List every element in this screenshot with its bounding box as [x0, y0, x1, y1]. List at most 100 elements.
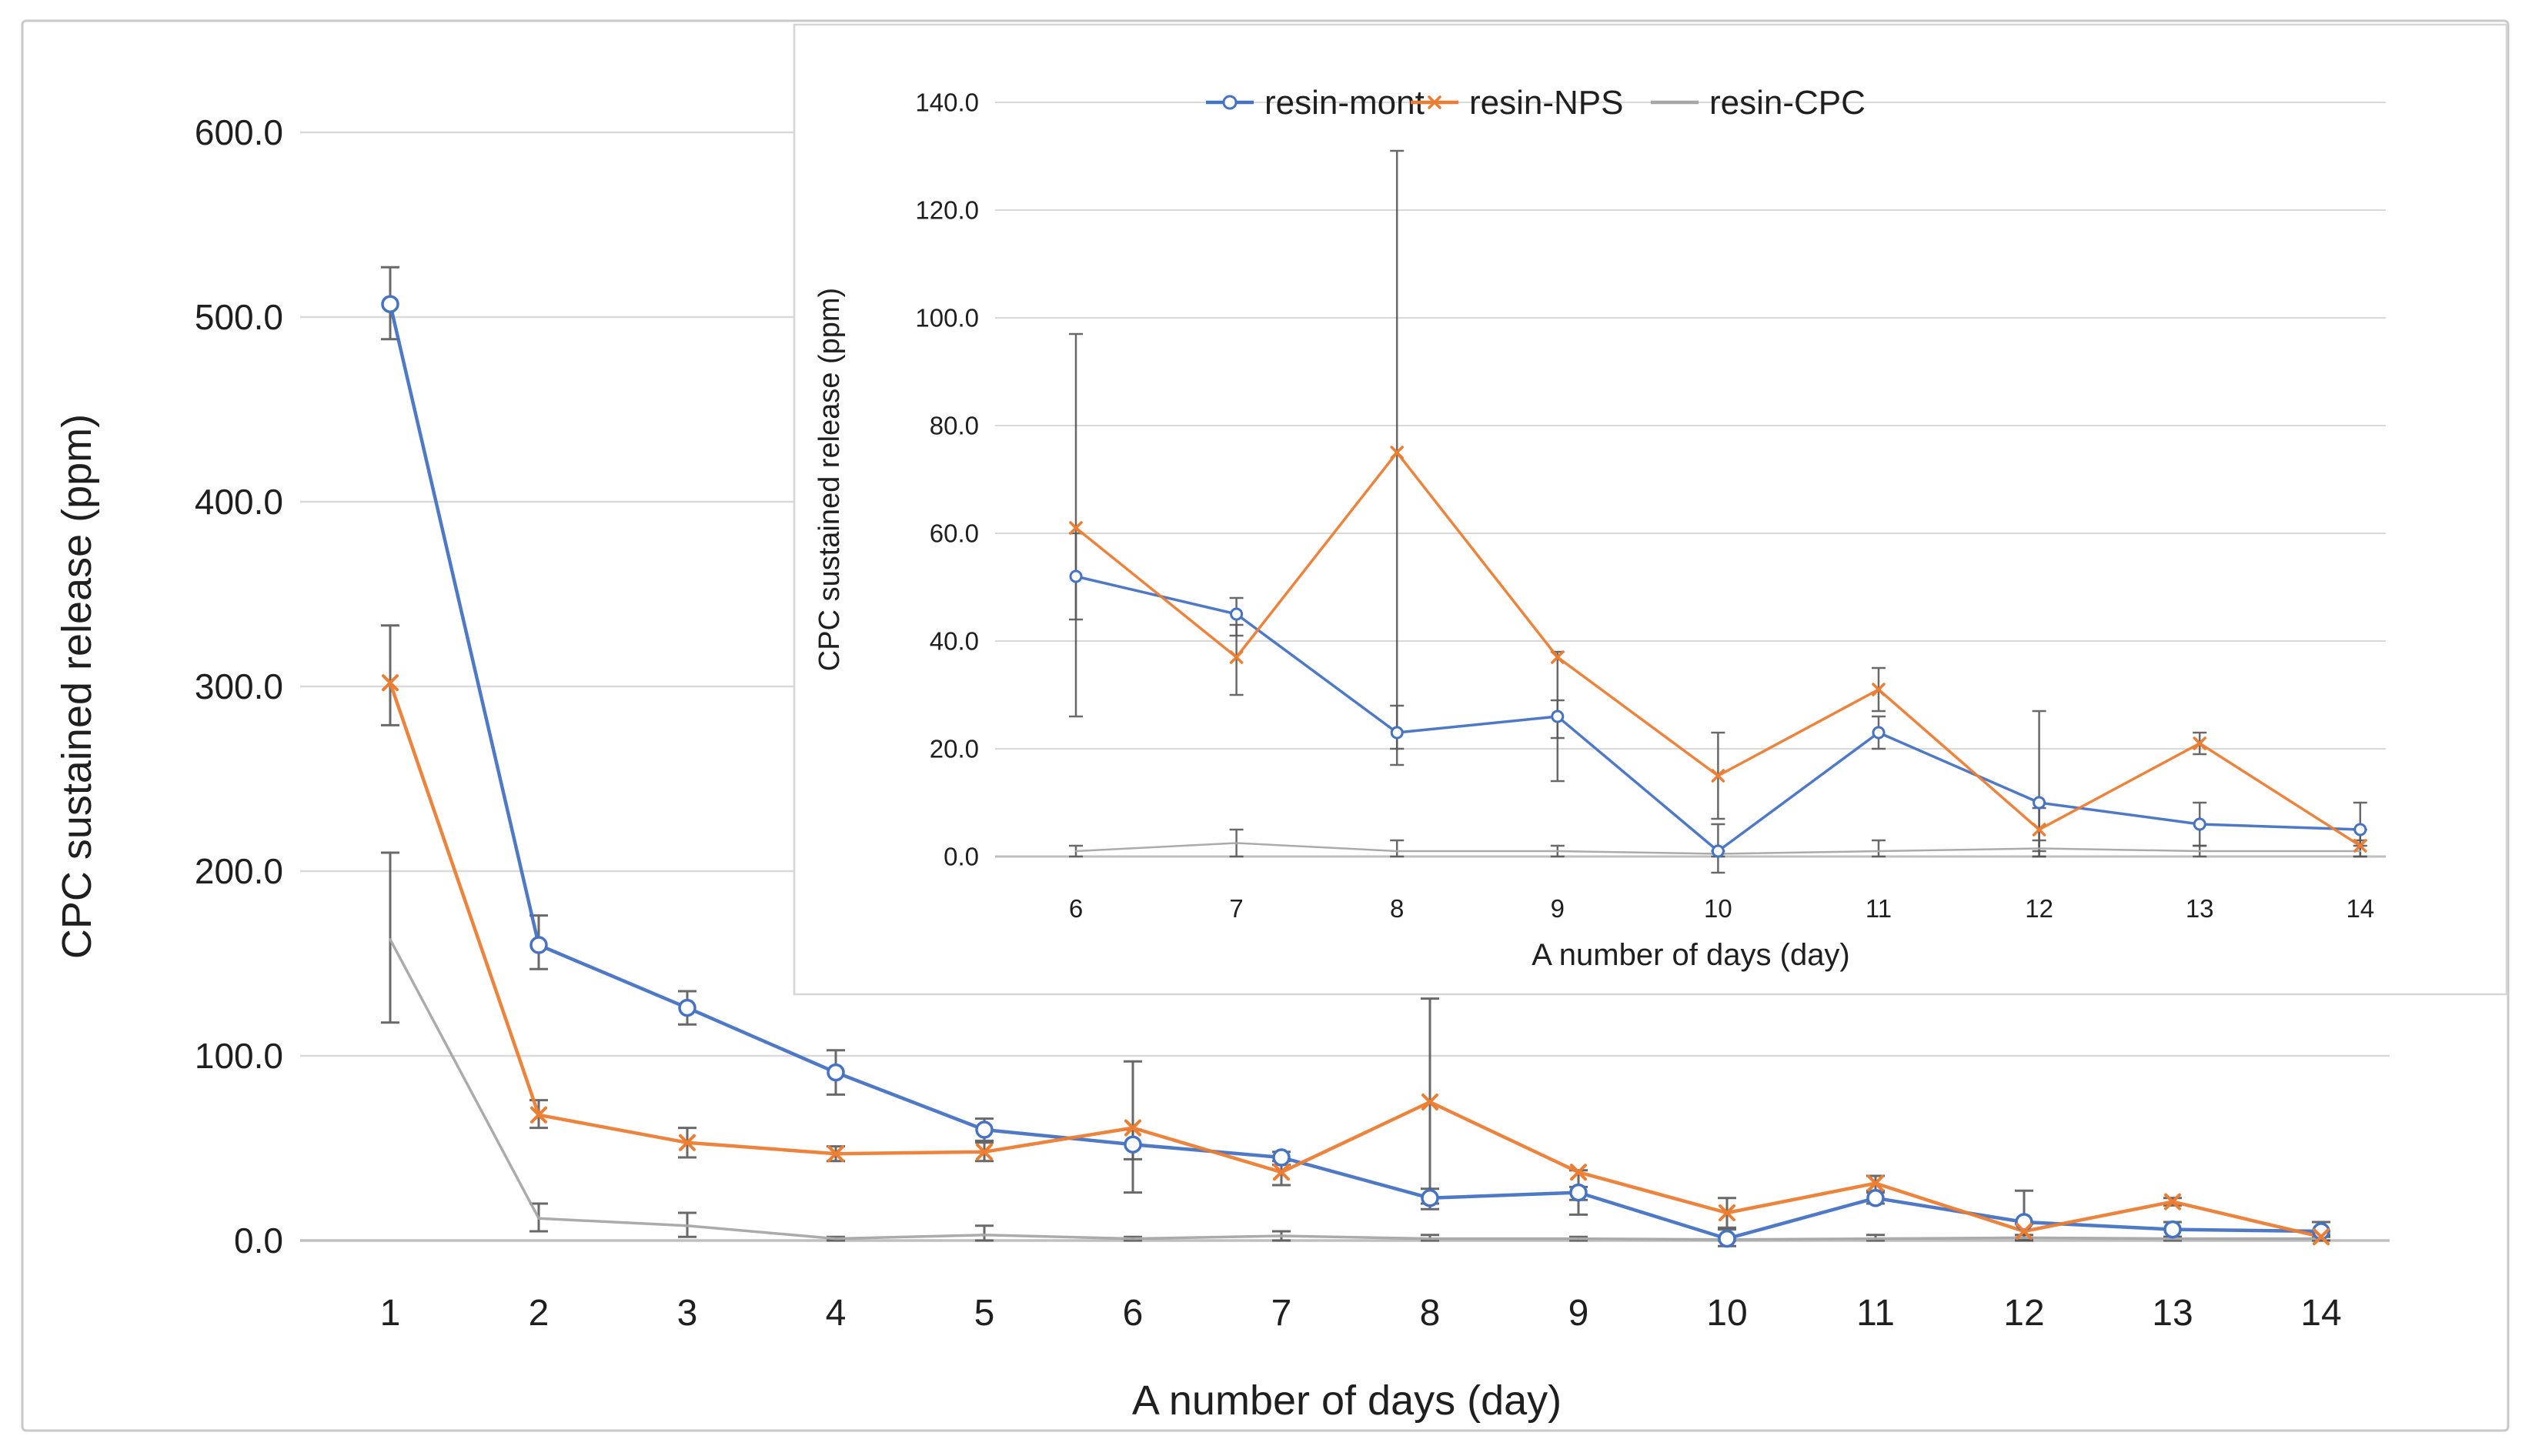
- x-marker-resin-NPS: [679, 1134, 696, 1151]
- circle-marker-resin-mont: [1272, 1148, 1291, 1167]
- circle-marker-resin-mont: [1069, 569, 1083, 583]
- inset-x-tick-label: 8: [1390, 894, 1404, 923]
- main-x-tick-label: 5: [974, 1293, 995, 1334]
- inset-chart: 0.0 20.0 40.0 60.0 80.0 100.0 120.0 140.0 6 7 8 9 10…: [793, 23, 2508, 996]
- main-y-tick-label: 500.0: [195, 297, 283, 337]
- circle-marker-resin-mont: [1124, 1135, 1142, 1154]
- x-marker-resin-NPS: [2353, 839, 2367, 853]
- series-line-resin-mont: [388, 302, 2323, 1241]
- main-error-bar: [381, 851, 399, 1024]
- inset-y-tick-label: 100.0: [915, 304, 979, 332]
- series-line-resin-CPC: [389, 938, 2323, 1241]
- main-y-tick-label: 600.0: [195, 112, 283, 152]
- inset-error-bar: [1390, 149, 1405, 750]
- inset-y-tick-label: 120.0: [915, 196, 979, 225]
- circle-marker-resin-mont: [1711, 844, 1725, 858]
- circle-marker-resin-mont: [2193, 817, 2206, 831]
- circle-marker-resin-mont: [529, 936, 548, 954]
- main-x-tick-label: 3: [677, 1293, 698, 1334]
- inset-error-bar: [1229, 623, 1244, 696]
- inset-x-tick-label: 14: [2346, 894, 2374, 923]
- inset-y-tick-label: 60.0: [930, 519, 979, 548]
- main-y-tick-label: 300.0: [195, 666, 283, 706]
- inset-error-bar: [1390, 839, 1405, 858]
- x-marker-resin-NPS: [2016, 1223, 2033, 1240]
- inset-error-bar: [1069, 332, 1083, 718]
- main-x-axis-title: A number of days (day): [1132, 1378, 1562, 1424]
- inset-x-tick-label: 10: [1704, 894, 1732, 923]
- main-y-axis-title: CPC sustained release (ppm): [54, 414, 100, 959]
- legend-item-resin-mont: resin-mont: [1206, 84, 1425, 122]
- x-marker-resin-NPS: [1551, 650, 1565, 664]
- circle-marker-resin-mont: [1866, 1189, 1885, 1207]
- circle-marker-resin-mont: [827, 1063, 845, 1082]
- x-marker-resin-NPS: [1069, 521, 1083, 535]
- inset-x-tick-label: 13: [2186, 894, 2214, 923]
- inset-box: [793, 23, 2508, 996]
- main-x-tick-label: 14: [2300, 1293, 2341, 1334]
- legend-label: resin-NPS: [1469, 84, 1624, 122]
- circle-marker-resin-mont: [2353, 823, 2367, 837]
- inset-y-tick-label: 40.0: [930, 627, 979, 656]
- x-marker-resin-NPS: [1124, 1119, 1141, 1137]
- circle-marker-resin-mont: [2163, 1220, 2182, 1239]
- x-marker-resin-NPS: [2032, 823, 2046, 837]
- inset-plot: 0.0 20.0 40.0 60.0 80.0 100.0 120.0 140.0 6 7 8 9 10…: [915, 84, 2386, 923]
- circle-marker-resin-mont: [1569, 1183, 1588, 1202]
- series-line-resin-NPS: [388, 680, 2323, 1239]
- x-marker-resin-NPS: [1867, 1174, 1884, 1192]
- main-x-tick-label: 8: [1420, 1293, 1441, 1334]
- x-marker-resin-NPS: [1229, 650, 1244, 664]
- main-x-tick-label: 12: [2003, 1293, 2044, 1334]
- main-x-tick-label: 7: [1271, 1293, 1292, 1334]
- circle-marker-resin-mont: [2033, 796, 2046, 810]
- x-marker-resin-NPS: [1719, 1204, 1735, 1221]
- main-y-tick-label: 0.0: [234, 1221, 283, 1261]
- x-marker-resin-NPS: [530, 1106, 547, 1124]
- circle-marker-resin-mont: [1421, 1189, 1439, 1207]
- circle-marker-resin-mont: [1872, 726, 1886, 740]
- inset-x-tick-label: 11: [1866, 894, 1892, 923]
- main-x-tick-label: 2: [529, 1293, 549, 1334]
- legend-label: resin-mont: [1264, 84, 1425, 122]
- inset-x-axis-title: A number of days (day): [1532, 938, 1850, 972]
- x-marker-resin-NPS: [1390, 446, 1404, 459]
- main-x-tick-label: 1: [380, 1293, 401, 1334]
- x-marker-resin-NPS: [1273, 1164, 1290, 1181]
- x-marker-resin-NPS: [382, 674, 399, 692]
- inset-y-tick-label: 140.0: [915, 88, 979, 117]
- main-error-bar: [381, 624, 399, 726]
- x-marker-resin-NPS: [1421, 1094, 1438, 1110]
- inset-x-tick-label: 7: [1229, 894, 1243, 923]
- x-marker-resin-NPS: [827, 1145, 844, 1163]
- circle-marker-resin-mont: [975, 1120, 994, 1139]
- circle-marker-resin-mont: [1551, 710, 1565, 723]
- main-y-tick-label: 100.0: [195, 1036, 283, 1076]
- x-marker-resin-NPS: [1872, 683, 1886, 696]
- inset-y-axis-title: CPC sustained release (ppm): [813, 288, 846, 671]
- main-x-tick-label: 11: [1856, 1293, 1895, 1334]
- x-marker-resin-NPS: [1570, 1164, 1587, 1181]
- inset-x-tick-label: 6: [1069, 894, 1083, 923]
- inset-y-tick-label: 0.0: [944, 843, 979, 871]
- inset-y-tick-label: 20.0: [930, 735, 979, 763]
- circle-marker-resin-mont: [381, 295, 399, 313]
- x-marker-resin-NPS: [2313, 1228, 2330, 1246]
- main-x-tick-label: 4: [826, 1293, 847, 1334]
- main-x-tick-label: 10: [1706, 1293, 1747, 1334]
- main-y-tick-label: 200.0: [195, 851, 283, 891]
- main-y-tick-label: 400.0: [195, 482, 283, 522]
- circle-marker-resin-mont: [678, 998, 696, 1017]
- main-x-tick-label: 6: [1123, 1293, 1144, 1334]
- x-marker-resin-NPS: [976, 1143, 993, 1160]
- main-error-bar: [975, 1224, 994, 1242]
- legend-item-resin-CPC: resin-CPC: [1651, 84, 1866, 122]
- inset-error-bar: [1872, 839, 1886, 858]
- main-x-tick-label: 9: [1568, 1293, 1589, 1334]
- circle-marker-resin-mont: [1390, 726, 1404, 740]
- inset-y-tick-label: 80.0: [930, 412, 979, 440]
- circle-marker-resin-mont: [1718, 1229, 1736, 1248]
- legend-label: resin-CPC: [1709, 84, 1866, 122]
